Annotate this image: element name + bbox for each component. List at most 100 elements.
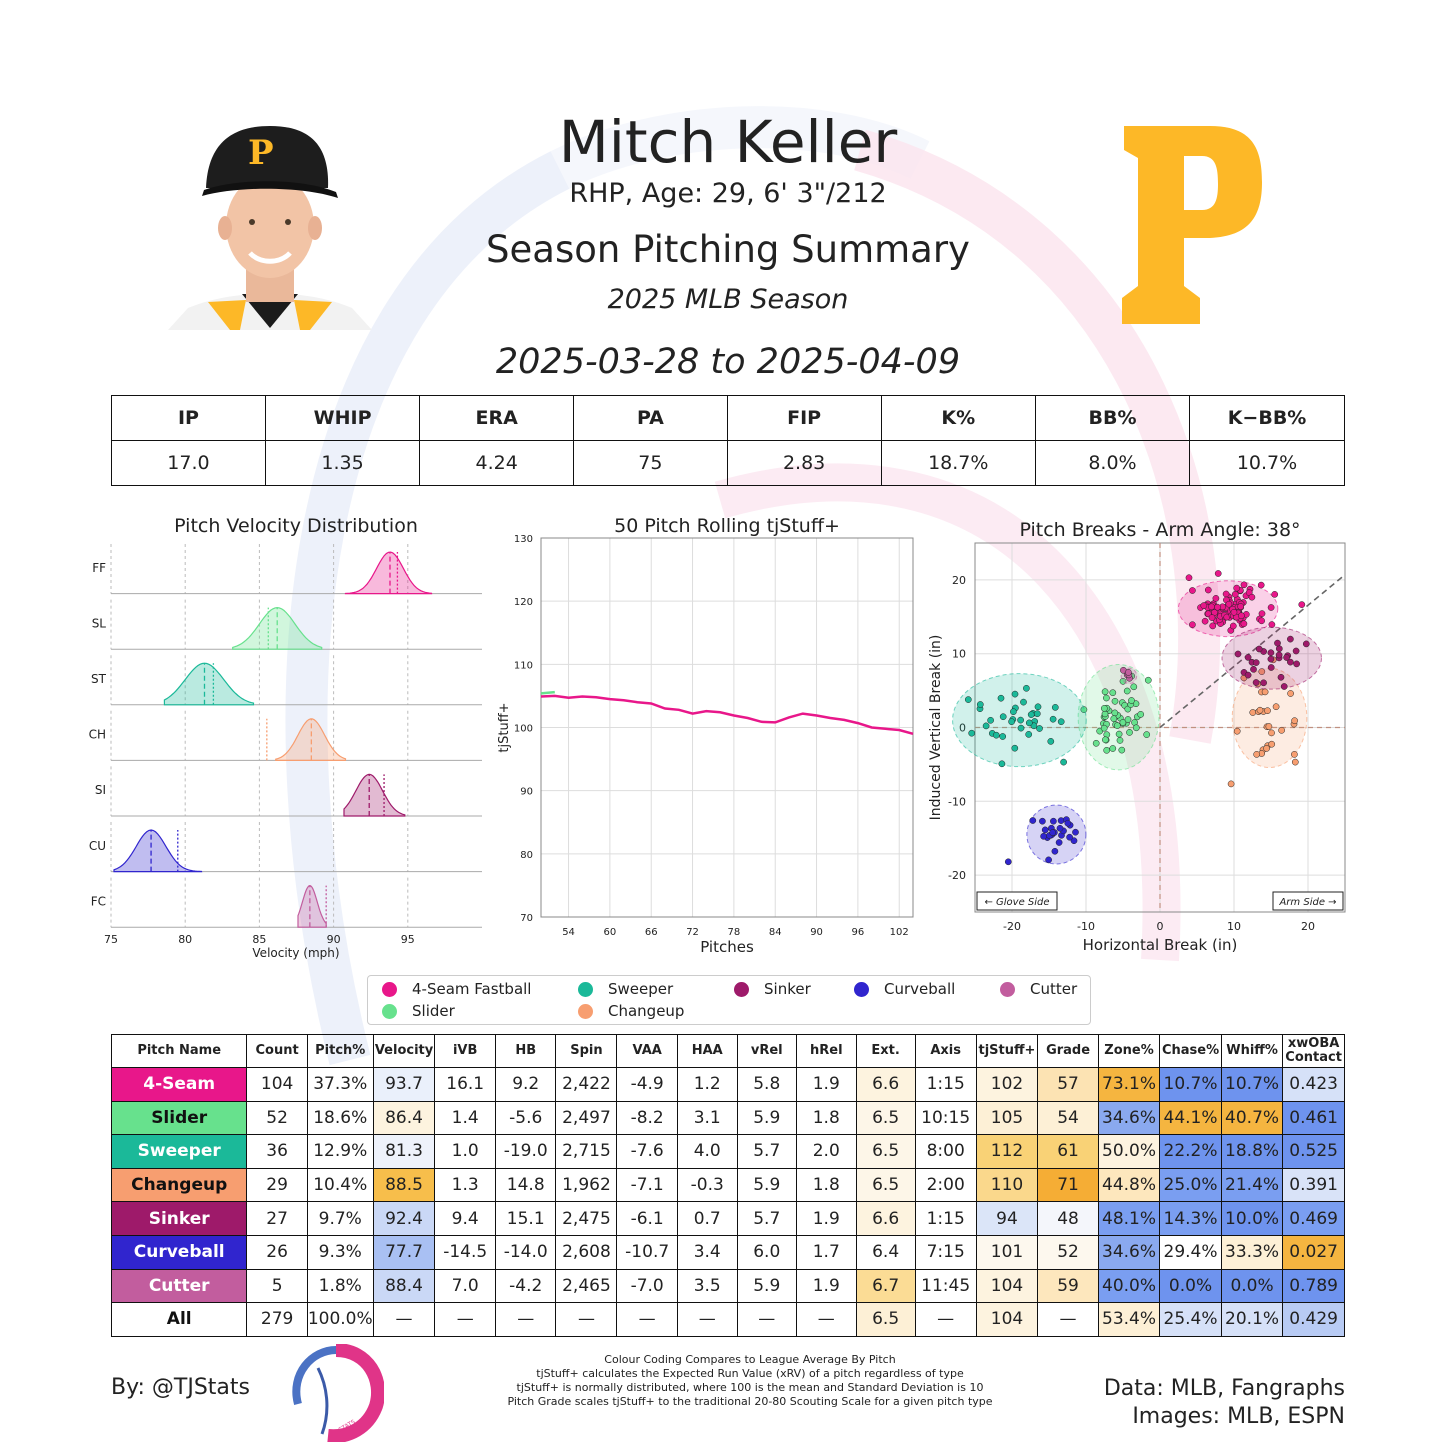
table-cell: 1.0 <box>434 1134 496 1169</box>
table-cell: 40.7% <box>1220 1100 1284 1136</box>
stat-value: 2.83 <box>726 440 882 486</box>
table-cell: — <box>616 1302 678 1337</box>
y-tick-label: 20 <box>952 574 966 587</box>
pitch-point <box>1010 708 1017 716</box>
stat-header: ERA <box>419 395 575 441</box>
table-cell: 0.391 <box>1282 1167 1345 1203</box>
x-tick-label: 102 <box>890 927 909 938</box>
y-tick-label: 100 <box>514 724 533 735</box>
season-label: 2025 MLB Season <box>607 284 849 315</box>
y-tick-label: -10 <box>948 795 966 808</box>
y-axis-label: Induced Vertical Break (in) <box>928 635 944 821</box>
table-cell: 7:15 <box>914 1234 977 1270</box>
table-cell: 48.1% <box>1097 1201 1161 1236</box>
table-cell: -4.9 <box>616 1067 678 1102</box>
stat-header: BB% <box>1034 395 1191 441</box>
table-cell: 1.9 <box>796 1201 857 1236</box>
pitch-point <box>1115 730 1123 738</box>
x-tick-label: 72 <box>686 927 699 938</box>
pitch-point <box>1287 635 1294 643</box>
pitch-point <box>1234 650 1242 658</box>
pitch-point <box>1252 679 1260 686</box>
rolling-tjstuff-chart: 50 Pitch Rolling tjStuff+ 70 80 90 100 110 120… <box>497 515 914 956</box>
legend-label: 4-Seam Fastball <box>412 980 532 998</box>
table-cell: 0.461 <box>1282 1100 1345 1136</box>
velocity-distribution-chart: Pitch Velocity Distribution FF SL ST CH SI CU F… <box>89 515 482 960</box>
table-cell: 18.6% <box>306 1100 374 1136</box>
pitch-point <box>982 722 990 730</box>
pitch-point <box>1225 600 1233 608</box>
table-row: Sinker 27 9.7% 92.4 9.4 15.1 2,475 -6.1 0.7 5.7 1.… <box>110 1201 1345 1236</box>
table-cell: 102 <box>975 1067 1039 1102</box>
y-tick-label: 70 <box>520 913 533 924</box>
row-label: FC <box>91 894 106 908</box>
row-label: SL <box>92 616 107 630</box>
pitch-point <box>1143 731 1151 738</box>
density-area <box>343 773 406 817</box>
pitch-point <box>1250 665 1257 673</box>
table-cell: -14.5 <box>434 1234 496 1270</box>
table-cell: 57 <box>1037 1067 1099 1102</box>
pitch-point <box>1268 621 1276 628</box>
pitch-point <box>1201 617 1209 625</box>
pitch-point <box>1130 683 1138 691</box>
legend-swatch <box>854 982 869 997</box>
pitch-point <box>1229 622 1237 630</box>
table-cell: -14.0 <box>494 1234 557 1270</box>
pitch-point <box>1200 602 1208 609</box>
pitch-point <box>1257 581 1265 589</box>
pitch-point <box>1204 586 1212 594</box>
table-cell: — <box>736 1302 798 1337</box>
chart-title: Pitch Breaks - Arm Angle: 38° <box>1019 519 1300 541</box>
pitch-point <box>964 696 972 703</box>
pitch-point <box>1189 587 1196 594</box>
stat-header: WHIP <box>264 395 421 441</box>
table-cell: 94 <box>975 1201 1039 1236</box>
table-cell: 10.4% <box>306 1167 374 1203</box>
pitch-point <box>1101 710 1109 718</box>
table-cell: 1,962 <box>555 1167 618 1203</box>
legend-swatch <box>578 1004 593 1019</box>
table-cell: 7.0 <box>434 1268 496 1304</box>
pitch-point <box>1034 703 1042 711</box>
column-header: tjStuff+ <box>975 1034 1039 1068</box>
table-cell: -6.1 <box>616 1201 678 1236</box>
pitch-point <box>1051 847 1059 855</box>
pitch-point <box>1124 716 1132 723</box>
x-tick-label: 96 <box>852 927 865 938</box>
pitch-point <box>1280 683 1288 690</box>
table-cell: 0.0% <box>1159 1268 1222 1304</box>
pitch-point <box>1244 654 1252 661</box>
table-row: Curveball 26 9.3% 77.7 -14.5 -14.0 2,608 -10.7 3… <box>110 1234 1345 1270</box>
table-cell: — <box>434 1302 496 1337</box>
pitch-point <box>1208 603 1215 611</box>
table-cell: 6.7 <box>855 1268 916 1304</box>
row-label: ST <box>91 672 107 686</box>
table-cell: 110 <box>975 1167 1039 1203</box>
column-header: Count <box>246 1034 308 1068</box>
pitch-name-cell: Slider <box>110 1100 248 1136</box>
table-cell: 81.3 <box>372 1134 436 1169</box>
pitch-point <box>1267 664 1275 671</box>
table-cell: 1:15 <box>914 1067 977 1102</box>
table-cell: 44.8% <box>1097 1167 1161 1203</box>
pitch-point <box>1274 639 1281 647</box>
legend-label: Curveball <box>884 980 956 998</box>
pitch-point <box>1258 668 1266 675</box>
pitch-point <box>1291 717 1298 725</box>
table-cell: 6.6 <box>855 1067 916 1102</box>
table-cell: 52 <box>1037 1234 1099 1270</box>
pitch-point <box>1116 737 1124 744</box>
pitch-name-cell: Sinker <box>110 1201 248 1236</box>
table-cell: 104 <box>975 1302 1039 1337</box>
table-cell: 101 <box>975 1234 1039 1270</box>
y-axis-label: tjStuff+ <box>497 702 512 752</box>
pitch-point <box>1036 725 1043 732</box>
table-cell: 21.4% <box>1220 1167 1284 1203</box>
x-tick-label: -10 <box>1077 920 1095 933</box>
pitch-point <box>1209 622 1217 630</box>
table-cell: 10.7% <box>1220 1067 1284 1102</box>
pitch-point <box>1056 824 1064 832</box>
pitch-point <box>1055 839 1063 846</box>
pitch-point <box>1100 705 1108 712</box>
